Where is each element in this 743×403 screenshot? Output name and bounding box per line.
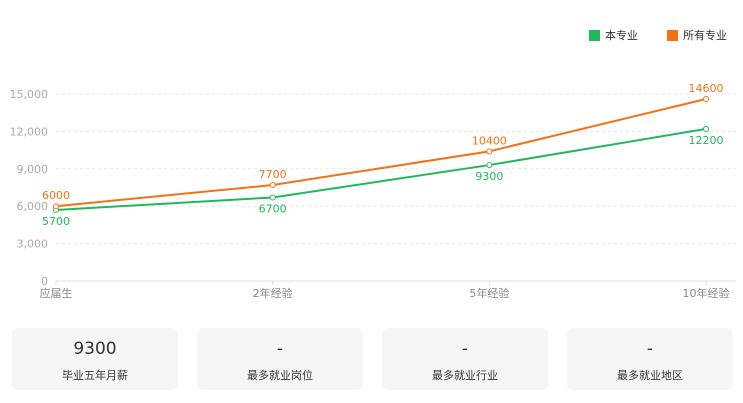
data-point: [703, 95, 709, 102]
stat-card: - 最多就业岗位: [197, 328, 363, 390]
data-point: [486, 162, 493, 169]
legend-item-major[interactable]: 本专业: [589, 27, 638, 43]
y-tick-label: 12,000: [10, 125, 49, 138]
data-label: 14600: [689, 82, 724, 95]
stat-value: -: [646, 339, 654, 359]
line-chart: 0 3,000 6,000 9,000 12,000 15,000 应届生 2年经验 5年经验 1…: [10, 82, 736, 300]
stat-value: -: [276, 339, 284, 359]
legend-item-all[interactable]: 所有专业: [667, 27, 727, 43]
y-tick-label: 9,000: [17, 163, 49, 176]
y-tick-label: 15,000: [10, 88, 49, 101]
series-line: [55, 127, 707, 211]
data-point: [269, 194, 276, 201]
stat-card: - 最多就业地区: [567, 328, 733, 390]
data-label: 7700: [259, 168, 287, 181]
legend-label: 所有专业: [683, 29, 727, 42]
data-label: 9300: [475, 170, 503, 183]
data-point: [269, 182, 276, 189]
y-tick-label: 0: [41, 275, 48, 288]
stat-label: 最多就业地区: [617, 369, 683, 382]
legend-swatch: [589, 29, 600, 41]
legend-swatch: [667, 29, 678, 41]
stat-label: 毕业五年月薪: [62, 369, 128, 382]
x-tick-label: 应届生: [40, 286, 73, 300]
x-tick-label: 2年经验: [253, 286, 293, 300]
stat-card: - 最多就业行业: [382, 328, 548, 390]
data-label: 6000: [42, 189, 70, 202]
stat-label: 最多就业行业: [432, 369, 498, 382]
stat-value: -: [461, 339, 469, 359]
data-point: [486, 148, 493, 155]
legend-label: 本专业: [605, 29, 638, 42]
data-label: 10400: [472, 134, 507, 147]
data-label: 6700: [259, 202, 287, 215]
stat-card: 9300 毕业五年月薪: [12, 328, 178, 390]
data-point: [53, 203, 59, 210]
stat-label: 最多就业岗位: [247, 369, 313, 382]
data-label: 5700: [42, 215, 70, 228]
series-line: [55, 98, 707, 208]
y-tick-label: 6,000: [17, 200, 49, 213]
stat-value: 9300: [73, 339, 117, 359]
data-point: [703, 125, 709, 132]
x-tick-label: 5年经验: [469, 286, 509, 300]
x-tick-label: 10年经验: [683, 286, 730, 300]
data-label: 12200: [689, 134, 724, 147]
y-tick-label: 3,000: [17, 238, 49, 251]
stat-cards: 9300 毕业五年月薪 - 最多就业岗位 - 最多就业行业 - 最多就业地区: [12, 328, 733, 390]
